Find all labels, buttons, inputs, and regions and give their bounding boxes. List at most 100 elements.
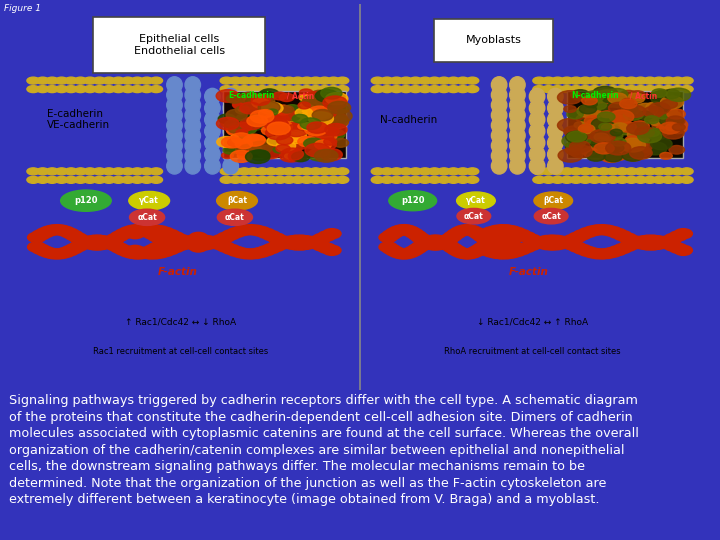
Ellipse shape — [167, 138, 182, 154]
Circle shape — [563, 235, 581, 245]
Circle shape — [238, 168, 251, 175]
Circle shape — [229, 77, 242, 84]
Circle shape — [98, 238, 117, 248]
Circle shape — [674, 228, 693, 239]
Circle shape — [302, 237, 321, 247]
Circle shape — [634, 236, 652, 246]
Circle shape — [251, 117, 275, 130]
Circle shape — [248, 94, 266, 104]
Circle shape — [300, 100, 311, 106]
Circle shape — [332, 102, 343, 109]
Circle shape — [671, 77, 684, 84]
Circle shape — [603, 116, 615, 123]
Circle shape — [303, 140, 318, 147]
Circle shape — [257, 145, 282, 159]
Circle shape — [164, 235, 183, 246]
Circle shape — [578, 246, 597, 256]
Ellipse shape — [389, 191, 436, 211]
Circle shape — [473, 232, 491, 242]
Circle shape — [131, 168, 143, 175]
Circle shape — [585, 93, 609, 107]
Circle shape — [122, 168, 134, 175]
Circle shape — [46, 168, 58, 175]
Circle shape — [561, 177, 573, 183]
Circle shape — [310, 168, 322, 175]
Circle shape — [102, 77, 115, 84]
Circle shape — [258, 110, 273, 118]
Circle shape — [140, 247, 158, 256]
Circle shape — [447, 86, 460, 92]
Circle shape — [569, 145, 592, 158]
Circle shape — [671, 168, 684, 175]
Circle shape — [503, 248, 521, 258]
Circle shape — [606, 141, 631, 155]
Circle shape — [654, 237, 672, 247]
Circle shape — [279, 93, 294, 102]
Circle shape — [570, 86, 582, 92]
Circle shape — [161, 230, 179, 239]
Circle shape — [659, 236, 678, 246]
Circle shape — [308, 112, 333, 126]
Circle shape — [588, 225, 607, 235]
Circle shape — [32, 244, 50, 254]
Circle shape — [646, 102, 665, 112]
Ellipse shape — [529, 100, 545, 116]
Circle shape — [282, 168, 295, 175]
Circle shape — [235, 106, 249, 114]
Circle shape — [382, 230, 400, 240]
Circle shape — [225, 120, 239, 128]
Circle shape — [150, 86, 163, 92]
Circle shape — [238, 152, 250, 159]
Circle shape — [588, 108, 601, 115]
Circle shape — [323, 245, 341, 255]
Circle shape — [186, 235, 204, 246]
Ellipse shape — [185, 127, 200, 144]
Circle shape — [561, 168, 573, 175]
Circle shape — [252, 247, 271, 258]
Circle shape — [276, 140, 296, 151]
Circle shape — [242, 225, 261, 235]
Circle shape — [447, 168, 460, 175]
Circle shape — [647, 129, 667, 140]
Text: Myoblasts: Myoblasts — [466, 36, 521, 45]
Circle shape — [238, 177, 251, 183]
Circle shape — [81, 236, 100, 246]
Circle shape — [279, 144, 295, 153]
Circle shape — [625, 168, 638, 175]
Circle shape — [616, 148, 634, 158]
Circle shape — [122, 177, 134, 183]
Circle shape — [552, 77, 564, 84]
Circle shape — [584, 123, 600, 132]
Circle shape — [639, 235, 657, 245]
Circle shape — [611, 138, 626, 146]
Circle shape — [595, 120, 617, 132]
Circle shape — [151, 226, 169, 236]
Circle shape — [308, 126, 331, 138]
Circle shape — [144, 245, 162, 255]
Circle shape — [671, 86, 684, 92]
Circle shape — [283, 142, 302, 153]
Circle shape — [298, 123, 310, 130]
Circle shape — [667, 109, 685, 119]
Circle shape — [466, 177, 479, 183]
Circle shape — [264, 113, 289, 126]
Circle shape — [65, 244, 84, 254]
Circle shape — [336, 86, 348, 92]
Ellipse shape — [204, 89, 220, 105]
Circle shape — [577, 105, 600, 118]
Ellipse shape — [529, 146, 545, 163]
Circle shape — [274, 168, 287, 175]
Text: N-cadherin: N-cadherin — [571, 91, 618, 100]
Circle shape — [657, 90, 669, 97]
Circle shape — [77, 238, 96, 247]
Circle shape — [238, 77, 251, 84]
Circle shape — [618, 120, 632, 129]
Circle shape — [418, 238, 436, 247]
Circle shape — [189, 242, 207, 252]
Circle shape — [161, 237, 179, 247]
Circle shape — [607, 77, 619, 84]
Circle shape — [264, 117, 288, 131]
Ellipse shape — [548, 158, 563, 174]
Circle shape — [680, 86, 693, 92]
Circle shape — [573, 230, 592, 240]
